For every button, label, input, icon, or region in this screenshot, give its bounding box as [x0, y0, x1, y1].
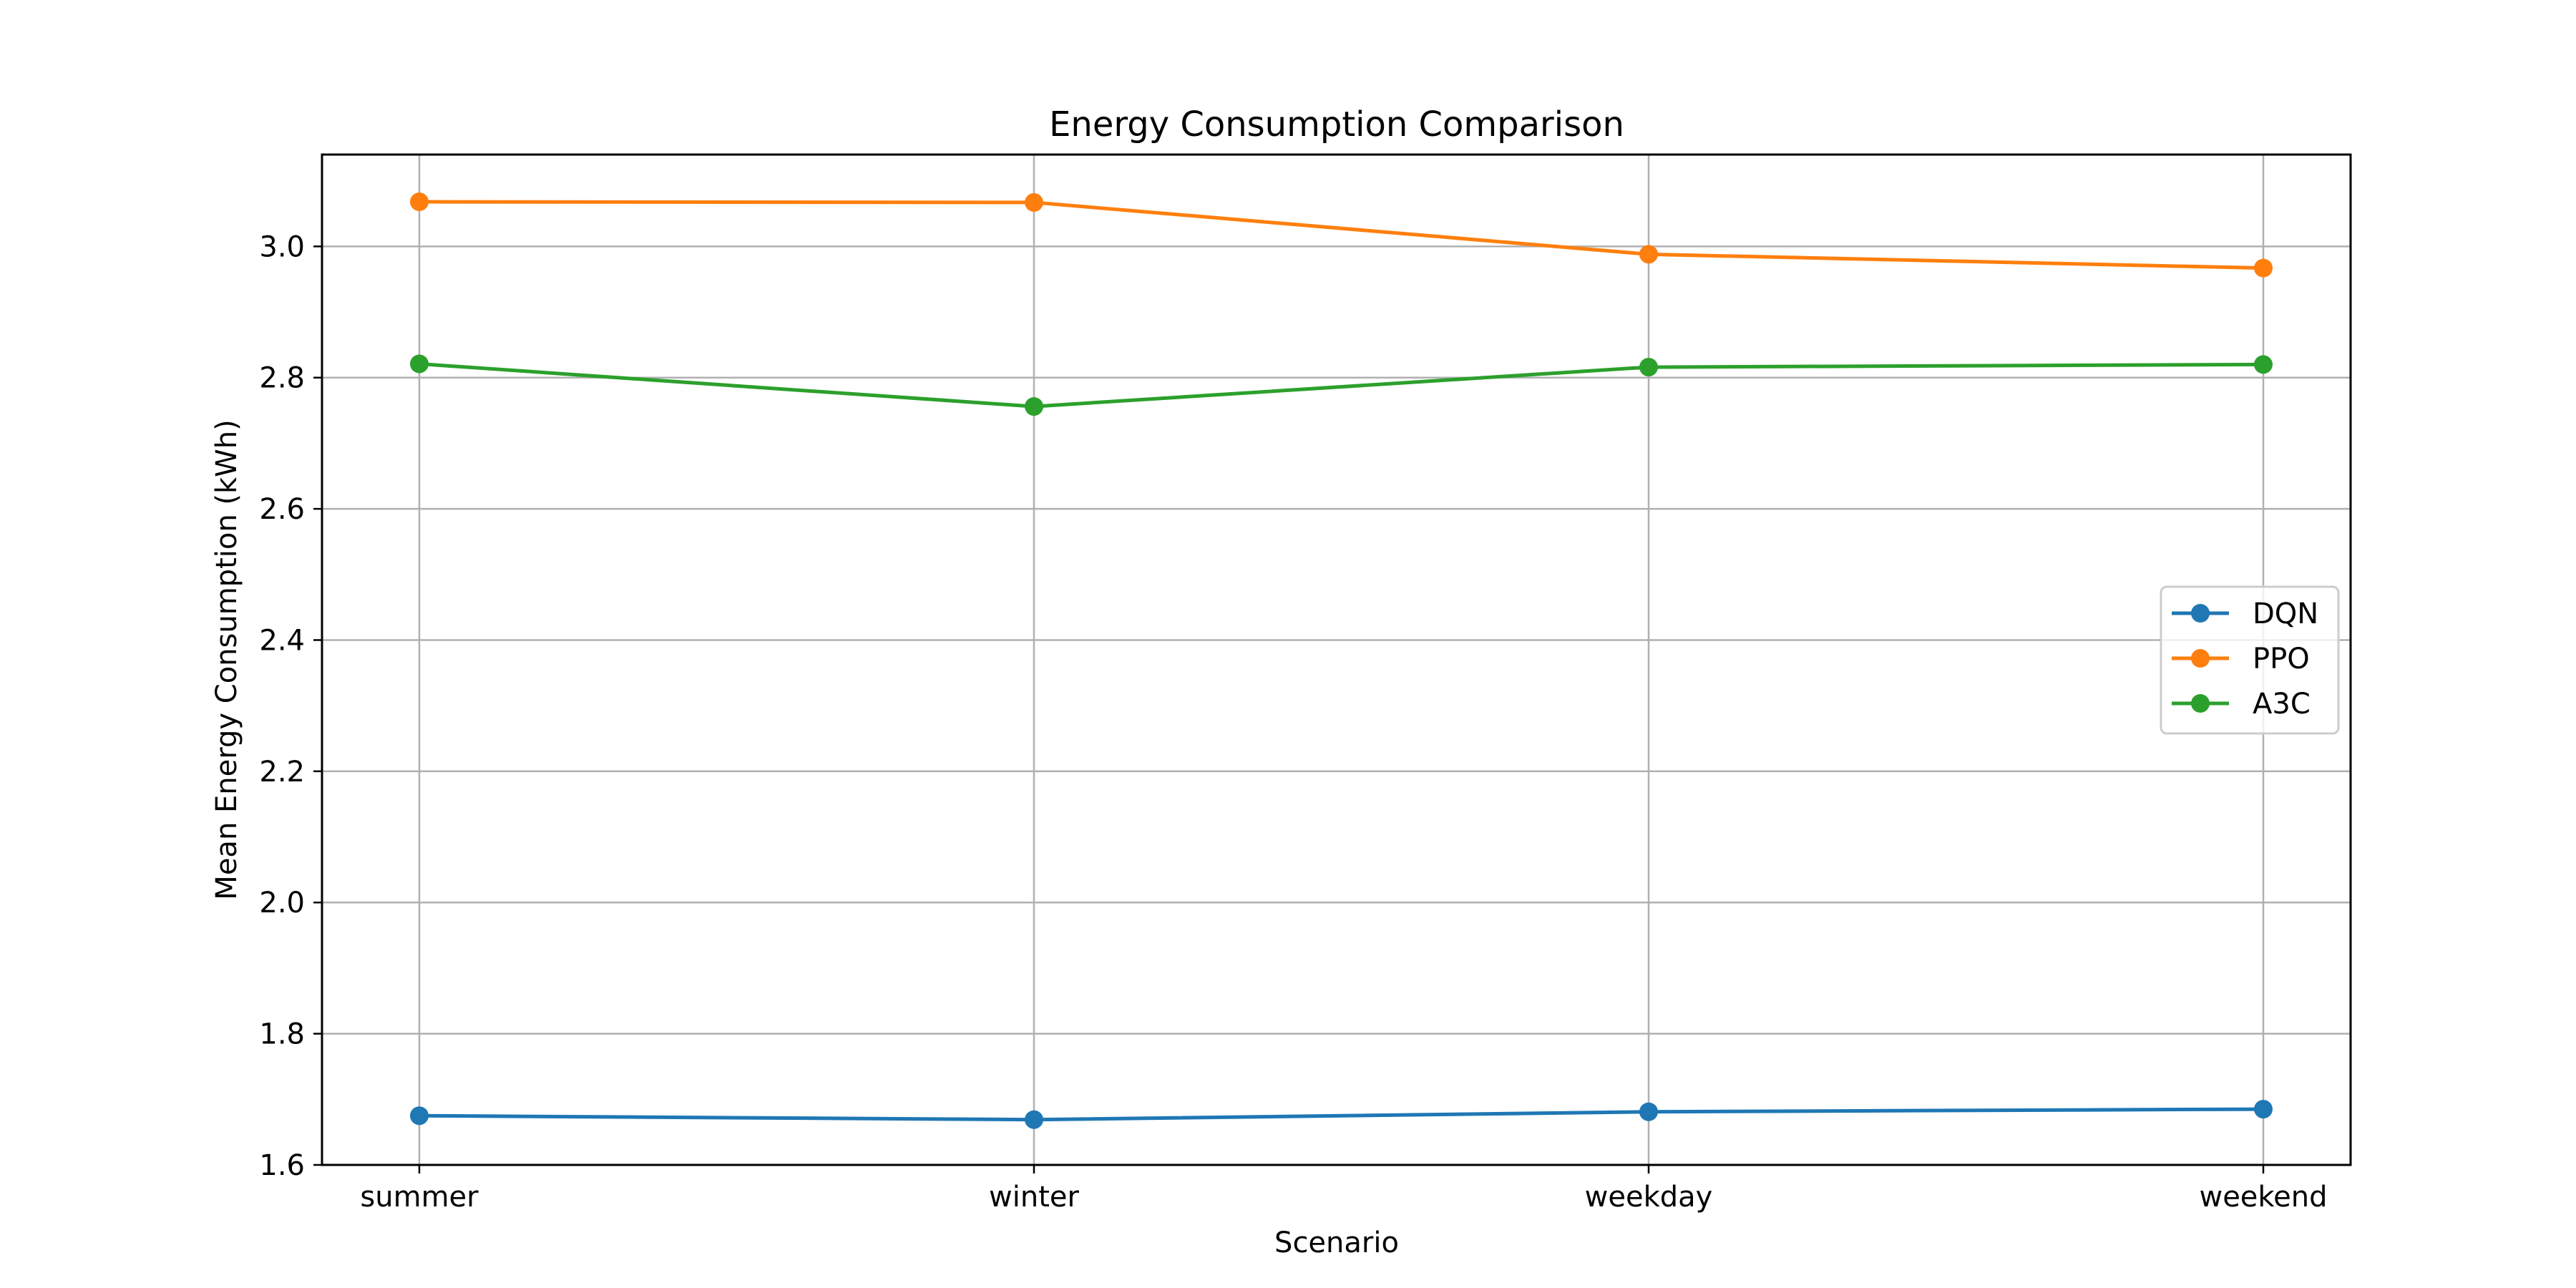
data-point-ppo	[2254, 258, 2273, 278]
legend-marker-dqn	[2191, 604, 2210, 623]
axis-ticks: summer winter weekday weekend 1.6 1.8 2.0 2.2 2.…	[259, 230, 2327, 1214]
y-tick-label: 2.8	[259, 362, 305, 395]
data-point-dqn	[1025, 1110, 1043, 1129]
data-point-a3c	[1025, 397, 1043, 416]
legend-label-ppo: PPO	[2253, 643, 2310, 675]
legend: DQN PPO A3C	[2160, 585, 2340, 735]
chart-title: Energy Consumption Comparison	[1049, 104, 1624, 145]
y-tick-label: 2.0	[259, 887, 305, 919]
x-axis-label: Scenario	[1274, 1226, 1399, 1259]
y-tick-label: 3.0	[259, 230, 305, 263]
y-tick-label: 2.6	[259, 493, 305, 526]
legend-marker-ppo	[2191, 649, 2210, 668]
data-point-a3c	[410, 354, 429, 374]
y-tick-label: 2.2	[259, 756, 305, 789]
legend-label-dqn: DQN	[2253, 597, 2318, 630]
x-tick-label: winter	[989, 1181, 1079, 1214]
y-tick-label: 2.4	[259, 624, 305, 657]
x-tick-label: summer	[360, 1181, 479, 1214]
x-tick-label: weekend	[2199, 1181, 2327, 1214]
data-point-ppo	[1639, 245, 1658, 264]
data-point-dqn	[2254, 1100, 2273, 1119]
grid-lines	[322, 155, 2351, 1166]
x-tick-label: weekday	[1585, 1181, 1713, 1214]
y-tick-label: 1.8	[259, 1018, 305, 1051]
y-tick-label: 1.6	[259, 1149, 305, 1182]
data-point-ppo	[410, 192, 429, 212]
data-point-a3c	[1639, 358, 1658, 377]
series-line-ppo	[417, 200, 2265, 270]
data-point-dqn	[1639, 1102, 1658, 1121]
data-point-dqn	[410, 1106, 429, 1126]
data-point-ppo	[1025, 192, 1043, 212]
legend-marker-a3c	[2191, 694, 2210, 713]
plot-frame	[321, 153, 2352, 1166]
series-lines	[410, 192, 2273, 1129]
series-line-a3c	[417, 361, 2265, 409]
y-axis-label: Mean Energy Consumption (kWh)	[210, 419, 243, 899]
series-line-dqn	[417, 1107, 2265, 1122]
legend-label-a3c: A3C	[2253, 688, 2311, 721]
data-point-a3c	[2254, 355, 2273, 374]
